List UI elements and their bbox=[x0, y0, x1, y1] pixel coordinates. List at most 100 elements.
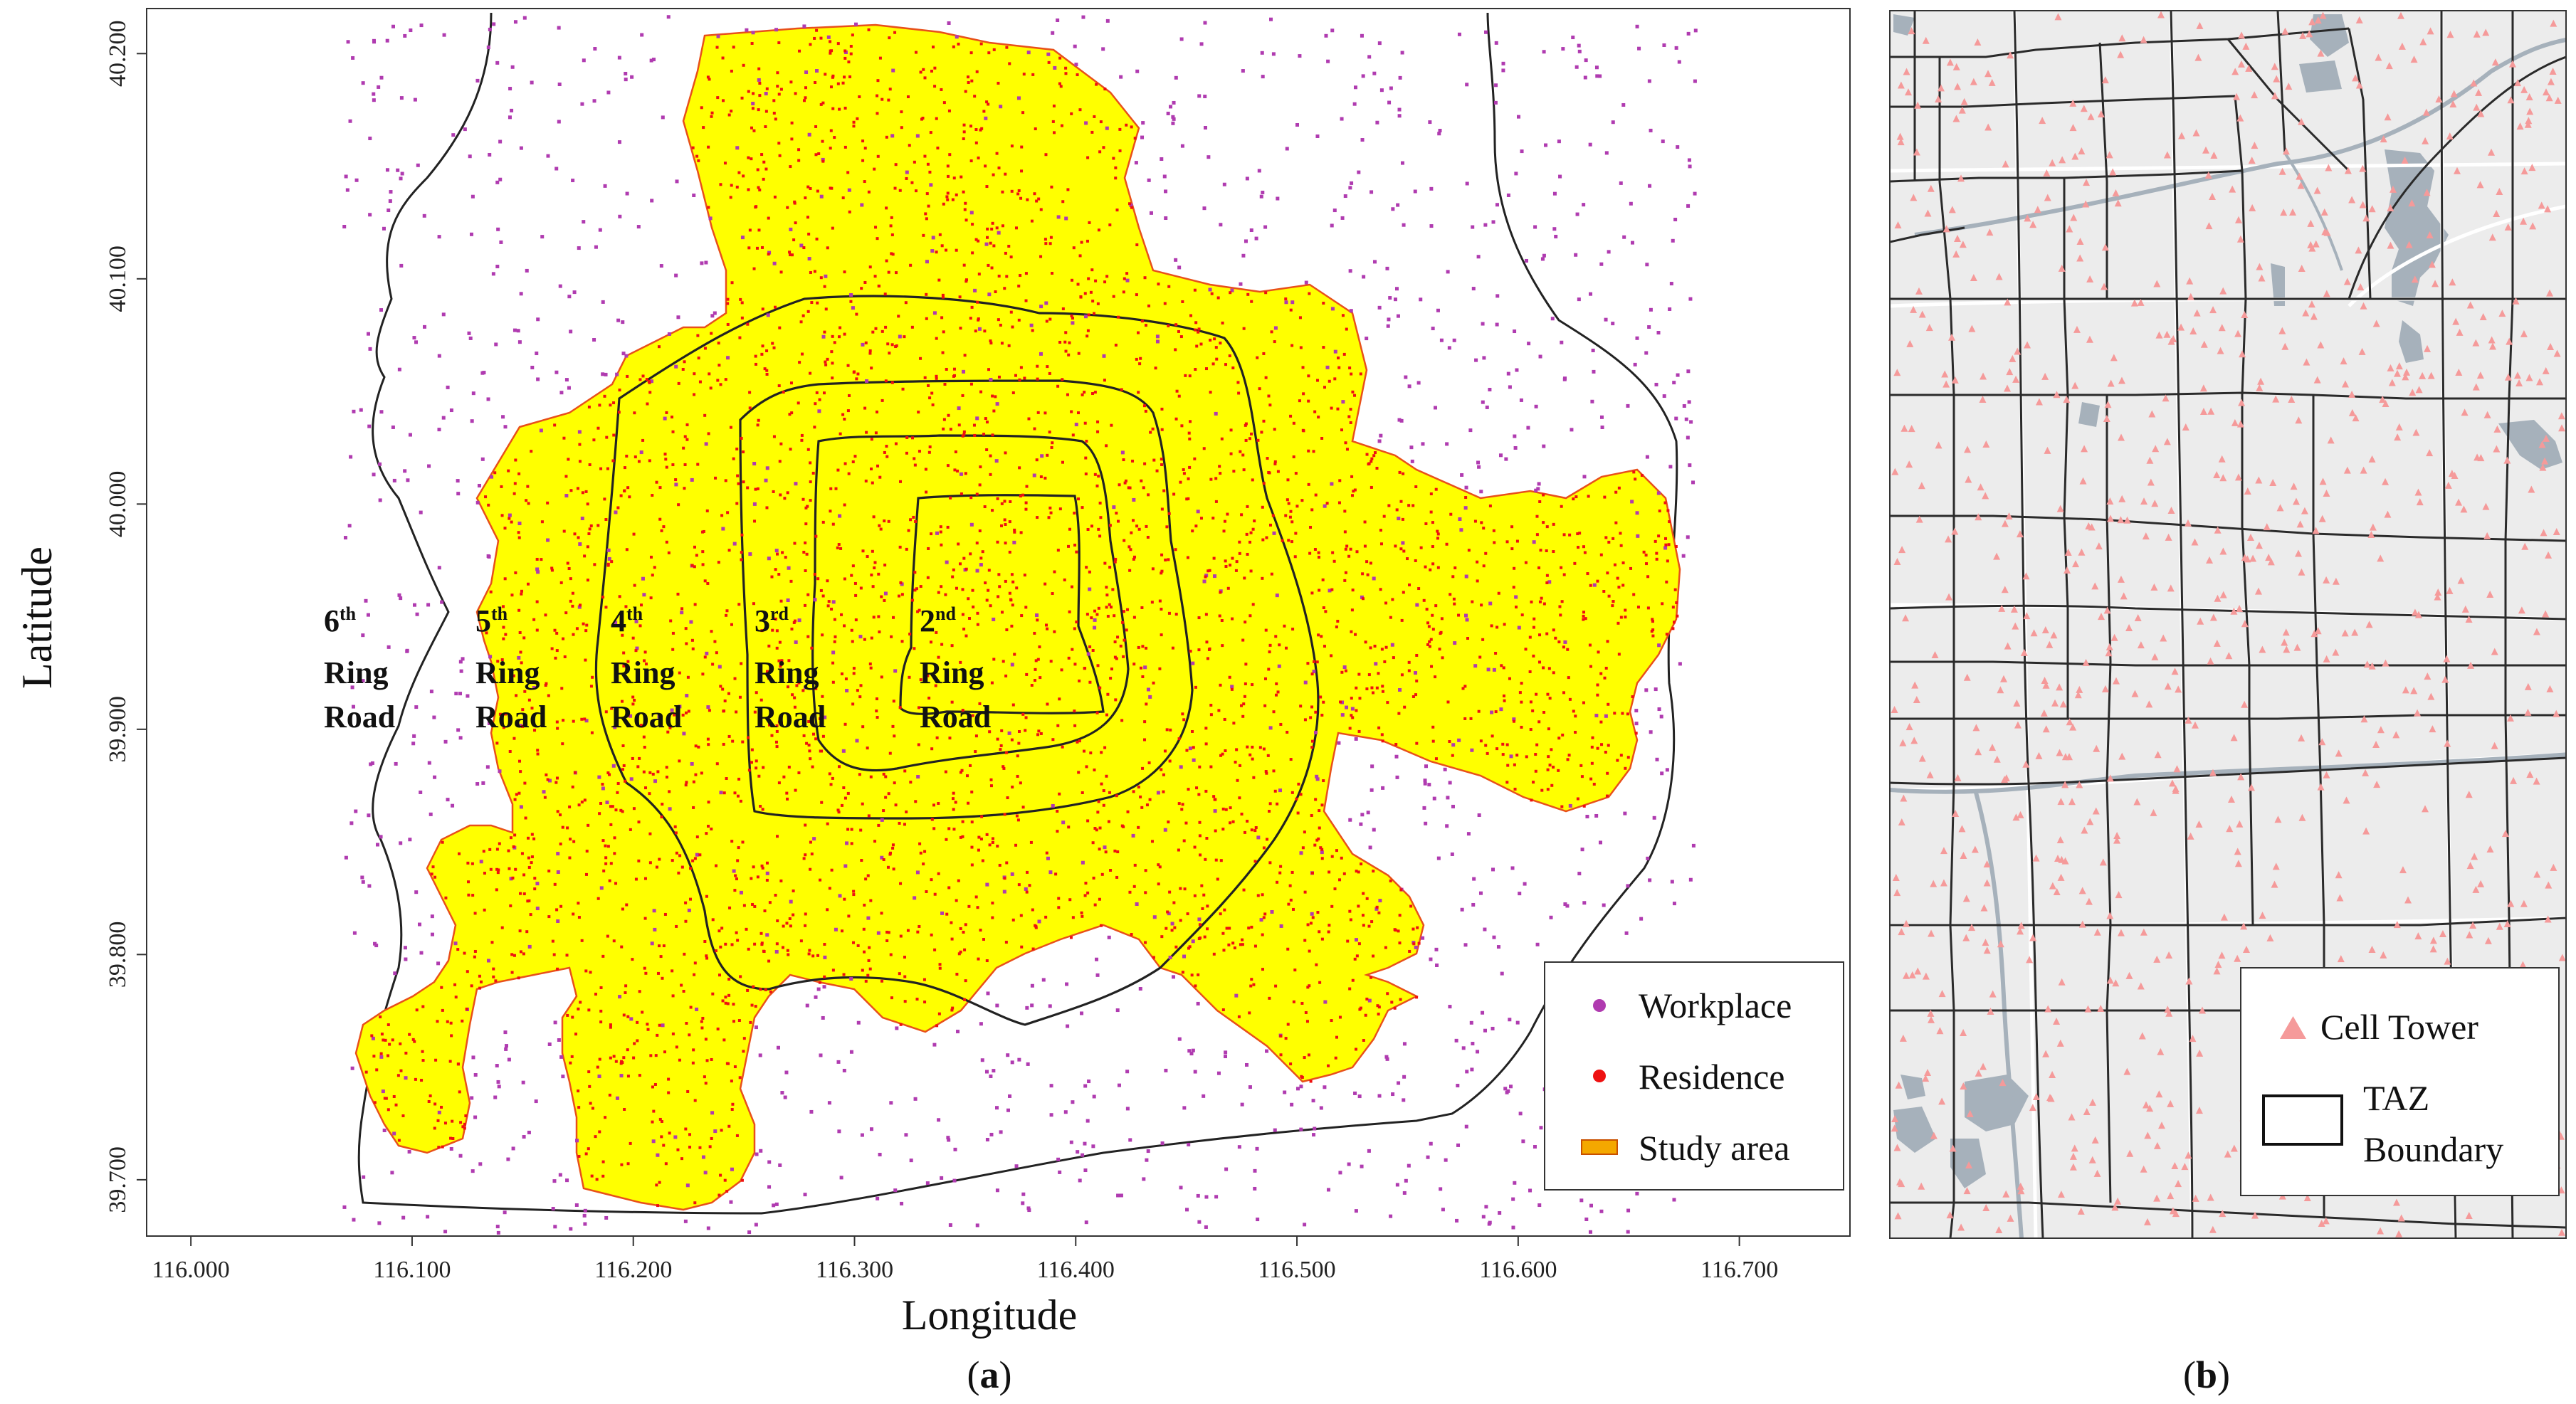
residence-point bbox=[684, 901, 688, 904]
residence-point bbox=[1299, 704, 1303, 708]
residence-point bbox=[863, 280, 867, 284]
residence-point bbox=[1320, 848, 1324, 851]
workplace-point bbox=[509, 877, 513, 881]
residence-point bbox=[1169, 728, 1172, 732]
workplace-point bbox=[1448, 781, 1452, 785]
residence-point bbox=[641, 1010, 644, 1014]
cell-tower-point bbox=[1922, 972, 1930, 980]
residence-point bbox=[1322, 779, 1325, 783]
residence-point bbox=[1528, 670, 1532, 673]
residence-point bbox=[1342, 352, 1346, 356]
residence-point bbox=[1414, 693, 1418, 697]
residence-point bbox=[601, 1174, 605, 1178]
cell-tower-point bbox=[2399, 866, 2407, 874]
residence-point bbox=[1085, 439, 1088, 443]
cell-tower-point bbox=[2085, 897, 2093, 905]
residence-point bbox=[1222, 529, 1226, 533]
workplace-point bbox=[765, 871, 769, 875]
taz-v-13 bbox=[2504, 11, 2514, 1238]
residence-point bbox=[683, 435, 687, 438]
workplace-point bbox=[1428, 120, 1432, 125]
residence-point bbox=[1429, 638, 1433, 641]
residence-point bbox=[1339, 700, 1342, 704]
residence-point bbox=[397, 1139, 401, 1142]
residence-point bbox=[1197, 648, 1201, 652]
residence-point bbox=[1353, 394, 1357, 397]
workplace-point bbox=[721, 527, 725, 531]
residence-point bbox=[1088, 645, 1092, 648]
residence-point bbox=[637, 460, 641, 463]
residence-point bbox=[731, 1102, 735, 1106]
residence-point bbox=[1051, 738, 1055, 741]
cell-tower-point bbox=[2069, 1163, 2077, 1171]
residence-point bbox=[809, 867, 812, 871]
workplace-point bbox=[827, 1101, 831, 1105]
residence-point bbox=[975, 70, 979, 73]
residence-point bbox=[1542, 666, 1545, 670]
residence-point bbox=[1045, 851, 1048, 855]
residence-point bbox=[950, 1008, 954, 1012]
workplace-point bbox=[1138, 986, 1142, 991]
residence-point bbox=[919, 585, 922, 588]
residence-point bbox=[547, 915, 551, 919]
residence-point bbox=[1338, 1015, 1342, 1019]
workplace-point bbox=[458, 692, 463, 696]
workplace-point bbox=[1395, 775, 1399, 779]
residence-point bbox=[591, 675, 594, 679]
residence-point bbox=[1168, 759, 1172, 763]
residence-point bbox=[810, 301, 814, 305]
residence-point bbox=[1392, 656, 1395, 660]
residence-point bbox=[1249, 569, 1253, 573]
residence-point bbox=[1092, 876, 1095, 880]
workplace-point bbox=[351, 704, 355, 709]
residence-point bbox=[1324, 610, 1328, 613]
study-area-legend-marker bbox=[1581, 1139, 1618, 1155]
workplace-point bbox=[1410, 459, 1414, 463]
residence-point bbox=[1096, 811, 1100, 814]
residence-point bbox=[1503, 699, 1506, 702]
residence-point bbox=[868, 352, 872, 355]
residence-point bbox=[511, 876, 515, 880]
residence-point bbox=[526, 679, 530, 682]
workplace-point bbox=[412, 336, 416, 340]
workplace-point bbox=[1409, 445, 1414, 450]
workplace-point bbox=[915, 134, 920, 138]
residence-point bbox=[777, 41, 781, 45]
residence-point bbox=[722, 1038, 726, 1042]
residence-point bbox=[1323, 386, 1326, 389]
cell-tower-point bbox=[2034, 206, 2041, 213]
workplace-point bbox=[804, 685, 808, 690]
workplace-point bbox=[437, 235, 441, 239]
workplace-point bbox=[851, 306, 855, 310]
residence-point bbox=[1296, 811, 1300, 815]
residence-point bbox=[890, 635, 893, 638]
residence-point bbox=[495, 888, 498, 892]
residence-point bbox=[843, 503, 846, 507]
residence-point bbox=[1476, 579, 1479, 583]
workplace-point bbox=[1164, 1068, 1168, 1072]
workplace-point bbox=[378, 498, 382, 502]
residence-point bbox=[826, 822, 829, 825]
workplace-point bbox=[392, 1131, 396, 1136]
residence-point bbox=[571, 785, 574, 788]
residence-point bbox=[933, 85, 937, 88]
residence-point bbox=[1160, 569, 1164, 573]
residence-point bbox=[761, 866, 764, 870]
residence-point bbox=[806, 448, 810, 451]
residence-point bbox=[1262, 482, 1266, 485]
residence-point bbox=[913, 463, 917, 467]
workplace-point bbox=[706, 1226, 710, 1230]
residence-point bbox=[715, 864, 718, 867]
workplace-point bbox=[354, 178, 359, 182]
workplace-point bbox=[490, 475, 494, 479]
workplace-point bbox=[343, 536, 347, 540]
ring-label-2nd-line2: Road bbox=[920, 700, 991, 734]
residence-point bbox=[1030, 219, 1034, 223]
residence-point bbox=[1197, 937, 1201, 941]
residence-point bbox=[1180, 808, 1184, 811]
residence-point bbox=[536, 749, 540, 752]
workplace-point bbox=[663, 416, 667, 421]
residence-point bbox=[372, 1055, 376, 1058]
workplace-point bbox=[1368, 845, 1372, 850]
residence-point bbox=[1542, 711, 1546, 714]
